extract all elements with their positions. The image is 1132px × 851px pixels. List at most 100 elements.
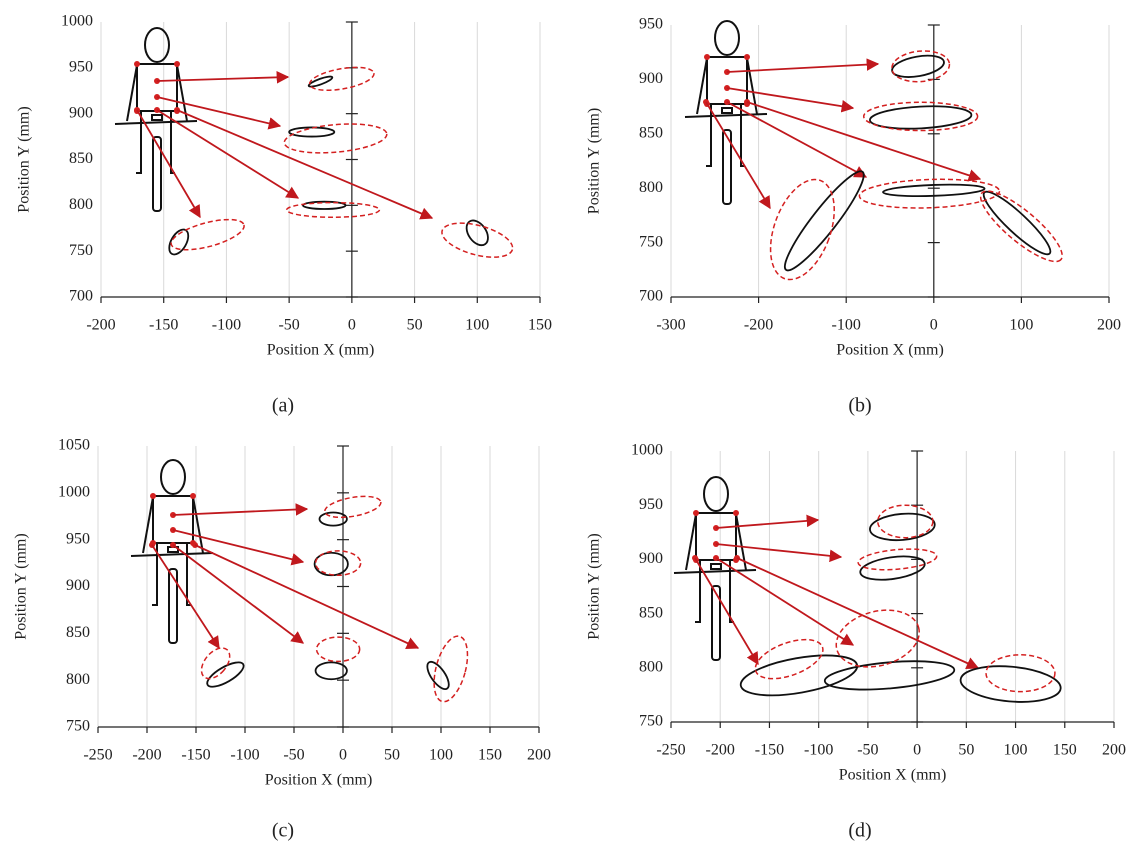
x-tick-label: 0 (339, 747, 347, 764)
x-tick-label: 100 (429, 747, 453, 764)
x-tick-label: -100 (832, 317, 861, 334)
y-tick-label: 800 (66, 671, 90, 688)
leg (740, 104, 745, 167)
arrow (194, 544, 420, 649)
arrow (726, 101, 868, 178)
arrow (694, 557, 759, 666)
ellipse (288, 126, 336, 138)
arm (142, 496, 154, 554)
arrow (156, 96, 282, 130)
ellipse (426, 660, 450, 691)
ellipse (858, 178, 1001, 209)
ellipse (959, 665, 1062, 703)
x-tick-label: -150 (149, 317, 178, 334)
wheel (168, 568, 178, 644)
x-tick-label: 0 (913, 742, 921, 759)
y-tick-label: 950 (66, 530, 90, 547)
ellipse (979, 190, 1063, 263)
marker-dot (134, 61, 140, 67)
x-tick-label: 100 (1009, 317, 1033, 334)
x-axis-title: Position X (mm) (267, 342, 375, 359)
y-tick-label: 750 (639, 233, 663, 250)
ellipse (891, 50, 951, 83)
y-tick-label: 750 (66, 718, 90, 735)
y-tick-label: 950 (639, 16, 663, 33)
y-axis-title: Position Y (mm) (13, 533, 30, 639)
head (160, 459, 186, 495)
ellipse (302, 200, 347, 210)
torso (706, 56, 748, 105)
leg (695, 560, 701, 623)
arrow (715, 557, 855, 646)
y-axis-title: Position Y (mm) (16, 106, 33, 212)
arrow (726, 87, 855, 113)
ellipse (315, 636, 361, 663)
panel-caption: (a) (272, 395, 294, 417)
arrow (136, 109, 201, 219)
x-tick-label: -200 (706, 742, 735, 759)
panel-caption: (c) (272, 820, 294, 842)
y-tick-label: 1000 (58, 484, 90, 501)
torso (136, 63, 178, 112)
ellipse (823, 660, 956, 691)
arrow (715, 543, 843, 563)
x-axis-title: Position X (mm) (839, 767, 947, 784)
ellipse (318, 511, 348, 527)
y-tick-label: 950 (69, 59, 93, 76)
arrow (156, 71, 290, 84)
panel: -250 -200 -150 -100 -50 0 50 100 150 200 750 800 850… (586, 442, 1126, 842)
ellipse (170, 218, 245, 251)
panel: -200 -150 -100 -50 0 50 100 150 700 750 800 850 900 9… (16, 13, 552, 417)
x-tick-label: 50 (384, 747, 400, 764)
y-tick-label: 750 (69, 242, 93, 259)
ellipse (314, 661, 348, 681)
arrow (746, 101, 982, 182)
y-tick-label: 850 (69, 150, 93, 167)
ellipse (206, 661, 245, 688)
arrow (172, 503, 309, 516)
x-tick-label: 200 (527, 747, 551, 764)
wheel (711, 585, 721, 661)
torso (695, 512, 737, 561)
head (144, 27, 170, 63)
x-tick-label: 100 (465, 317, 489, 334)
seat (151, 114, 163, 121)
torso (152, 495, 194, 544)
x-tick-label: 50 (958, 742, 974, 759)
ellipse (307, 75, 334, 88)
y-tick-label: 900 (69, 104, 93, 121)
y-tick-label: 900 (639, 70, 663, 87)
ellipse (308, 66, 375, 92)
wheel (152, 136, 162, 212)
y-tick-label: 850 (66, 624, 90, 641)
x-tick-label: -200 (132, 747, 161, 764)
arrow (151, 544, 220, 650)
ellipse (314, 550, 362, 577)
ellipse (876, 504, 934, 539)
handlebar (114, 120, 198, 125)
arrow (726, 58, 880, 73)
x-tick-label: -100 (230, 747, 259, 764)
arm (126, 64, 138, 122)
ellipse (441, 222, 514, 258)
ellipse (465, 219, 489, 247)
ellipse (857, 548, 938, 571)
y-tick-label: 800 (69, 196, 93, 213)
head (714, 20, 740, 56)
marker-dot (190, 493, 196, 499)
x-tick-label: -150 (181, 747, 210, 764)
x-axis-title: Position X (mm) (836, 342, 944, 359)
x-tick-label: 0 (930, 317, 938, 334)
y-tick-label: 900 (66, 577, 90, 594)
arrow (736, 557, 980, 670)
ellipse (835, 609, 920, 668)
arm (696, 57, 708, 115)
panel-caption: (d) (848, 820, 871, 842)
y-tick-label: 1000 (61, 13, 93, 30)
arrow (705, 101, 771, 210)
x-tick-label: -100 (804, 742, 833, 759)
x-tick-label: -200 (86, 317, 115, 334)
x-tick-label: -100 (212, 317, 241, 334)
ellipse (985, 654, 1056, 693)
y-tick-label: 1050 (58, 437, 90, 454)
